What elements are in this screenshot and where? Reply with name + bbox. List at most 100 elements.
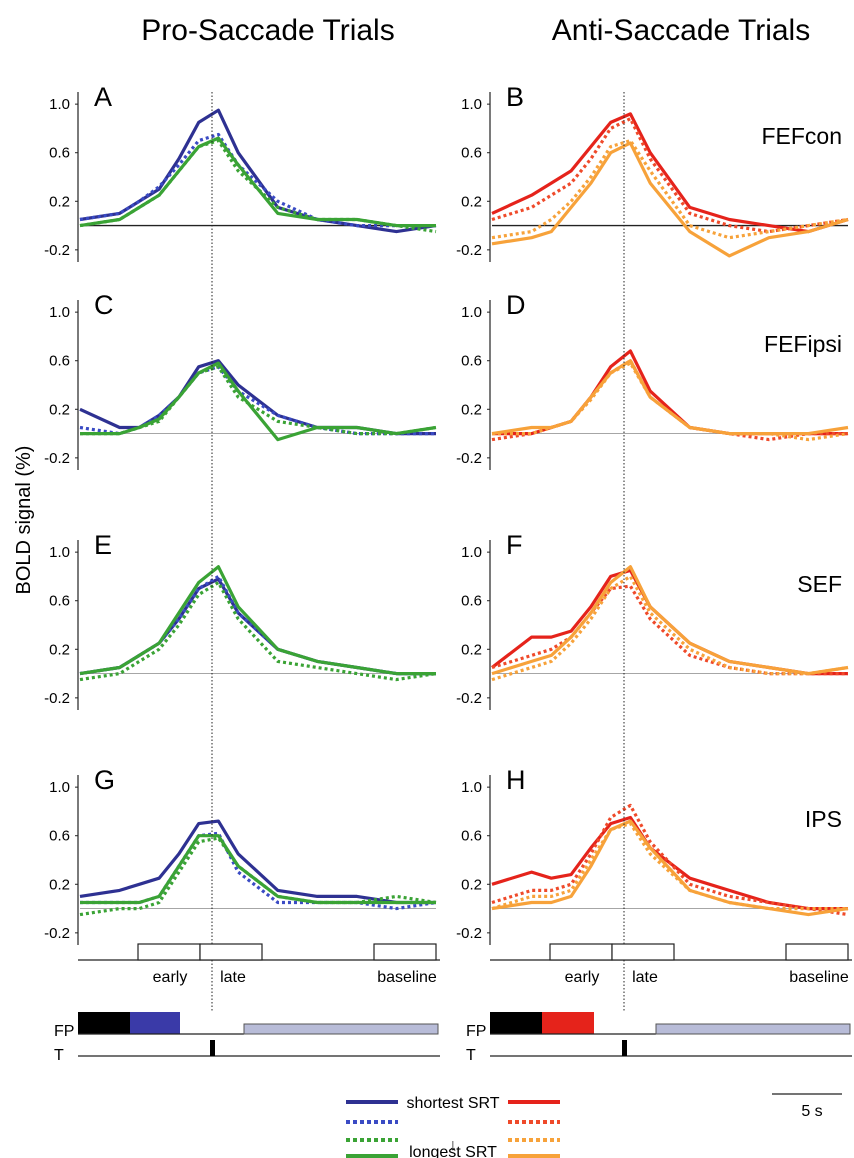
y-tick-label: -0.2 bbox=[44, 925, 70, 942]
pro-saccade-title: Pro-Saccade Trials bbox=[141, 14, 394, 47]
legend: shortest SRT ↓ longest SRT bbox=[346, 1095, 560, 1158]
series-line-3 bbox=[491, 574, 849, 682]
panel-letter: B bbox=[506, 82, 524, 112]
y-tick-label: 0.2 bbox=[49, 401, 70, 418]
region-label: FEFipsi bbox=[764, 331, 842, 357]
panel-letter: D bbox=[506, 290, 526, 320]
fp-black-block bbox=[78, 1012, 130, 1034]
series-line-4 bbox=[491, 565, 849, 676]
fp-gray-block bbox=[243, 1023, 439, 1035]
series-line-3 bbox=[491, 139, 849, 240]
series-line-4 bbox=[491, 141, 849, 258]
early-label: early bbox=[565, 969, 600, 986]
y-axis-label: BOLD signal (%) bbox=[13, 446, 35, 595]
y-tick-label: 0.2 bbox=[461, 641, 482, 658]
y-tick-label: 0.2 bbox=[49, 641, 70, 658]
series-line-4 bbox=[491, 359, 849, 436]
panel-b: 1.0 0.6 0.2 -0.2 B FEFcon bbox=[456, 82, 849, 262]
baseline-label: baseline bbox=[377, 969, 437, 986]
series-line-4 bbox=[79, 136, 436, 228]
late-label: late bbox=[220, 969, 246, 986]
series-line-3 bbox=[79, 139, 437, 234]
y-tick-label: -0.2 bbox=[44, 450, 70, 467]
windows-anti: early late baseline bbox=[490, 943, 852, 986]
timeline-anti: FP T bbox=[466, 1012, 852, 1064]
y-tick-label: 0.6 bbox=[49, 828, 70, 845]
series-line-2 bbox=[79, 132, 436, 228]
y-tick-label: 0.2 bbox=[461, 193, 482, 210]
panel-d: 1.0 0.6 0.2 -0.2 D FEFipsi bbox=[456, 290, 849, 470]
series-line-4 bbox=[80, 361, 437, 442]
baseline-label: baseline bbox=[789, 969, 849, 986]
y-tick-label: 0.2 bbox=[49, 876, 70, 893]
y-tick-label: -0.2 bbox=[456, 690, 482, 707]
y-tick-label: 0.6 bbox=[461, 593, 482, 610]
y-tick-label: 0.6 bbox=[49, 145, 70, 162]
series-line-1 bbox=[79, 108, 437, 234]
y-tick-label: -0.2 bbox=[456, 925, 482, 942]
fp-red-block bbox=[542, 1012, 594, 1034]
panel-letter: C bbox=[94, 290, 114, 320]
series-line-1 bbox=[79, 359, 436, 436]
legend-arrow: ↓ bbox=[449, 1137, 457, 1154]
panel-letter: G bbox=[94, 765, 115, 795]
target-pulse bbox=[210, 1040, 215, 1056]
early-label: early bbox=[153, 969, 188, 986]
series-line-1 bbox=[492, 349, 848, 436]
y-tick-label: 0.6 bbox=[461, 353, 482, 370]
series-line-4 bbox=[79, 565, 436, 676]
y-tick-label: 1.0 bbox=[49, 779, 70, 796]
y-tick-label: -0.2 bbox=[456, 450, 482, 467]
panel-e: 1.0 0.6 0.2 -0.2 E bbox=[44, 530, 437, 710]
windows-pro: early late baseline bbox=[78, 943, 440, 986]
series-line-3 bbox=[491, 821, 848, 911]
t-label: T bbox=[54, 1047, 64, 1064]
legend-longest: longest SRT bbox=[409, 1144, 497, 1158]
series-line-3 bbox=[79, 580, 437, 682]
y-tick-label: 0.2 bbox=[461, 401, 482, 418]
fp-label: FP bbox=[54, 1023, 74, 1040]
series-line-2 bbox=[491, 803, 849, 917]
fp-blue-block bbox=[130, 1012, 180, 1034]
early-window bbox=[137, 943, 201, 961]
y-tick-label: 0.6 bbox=[49, 593, 70, 610]
baseline-window bbox=[785, 943, 849, 961]
y-tick-label: 1.0 bbox=[461, 304, 482, 321]
late-window bbox=[611, 943, 675, 961]
region-label: FEFcon bbox=[761, 123, 842, 149]
panels: 1.0 0.6 0.2 -0.2 A 1.0 0.6 0.2 -0.2 B FEFcon 1.0 0.6… bbox=[44, 82, 849, 945]
t-label: T bbox=[466, 1047, 476, 1064]
panel-g: 1.0 0.6 0.2 -0.2 G bbox=[44, 765, 437, 945]
target-pulse bbox=[622, 1040, 627, 1056]
fp-label: FP bbox=[466, 1023, 486, 1040]
series-line-1 bbox=[491, 112, 849, 234]
y-tick-label: 0.6 bbox=[461, 828, 482, 845]
y-tick-label: -0.2 bbox=[456, 242, 482, 259]
panel-a: 1.0 0.6 0.2 -0.2 A bbox=[44, 82, 437, 262]
baseline-window bbox=[373, 943, 437, 961]
scale-label: 5 s bbox=[801, 1103, 822, 1120]
y-tick-label: 1.0 bbox=[49, 304, 70, 321]
region-label: SEF bbox=[797, 571, 842, 597]
anti-saccade-title: Anti-Saccade Trials bbox=[552, 14, 810, 47]
fp-gray-block bbox=[655, 1023, 851, 1035]
late-label: late bbox=[632, 969, 658, 986]
y-tick-label: 1.0 bbox=[49, 96, 70, 113]
series-line-4 bbox=[80, 834, 436, 905]
y-tick-label: 1.0 bbox=[49, 544, 70, 561]
series-line-4 bbox=[491, 819, 849, 917]
y-tick-label: -0.2 bbox=[44, 690, 70, 707]
early-window bbox=[549, 943, 613, 961]
series-line-1 bbox=[79, 819, 436, 905]
panel-letter: H bbox=[506, 765, 526, 795]
y-tick-label: 0.2 bbox=[461, 876, 482, 893]
panel-letter: A bbox=[94, 82, 112, 112]
y-tick-label: 0.6 bbox=[461, 145, 482, 162]
timeline-pro: FP T bbox=[54, 1012, 440, 1064]
y-tick-label: 1.0 bbox=[461, 544, 482, 561]
y-tick-label: -0.2 bbox=[44, 242, 70, 259]
panel-letter: E bbox=[94, 530, 112, 560]
panel-h: 1.0 0.6 0.2 -0.2 H IPS bbox=[456, 765, 849, 945]
y-tick-label: 0.6 bbox=[49, 353, 70, 370]
